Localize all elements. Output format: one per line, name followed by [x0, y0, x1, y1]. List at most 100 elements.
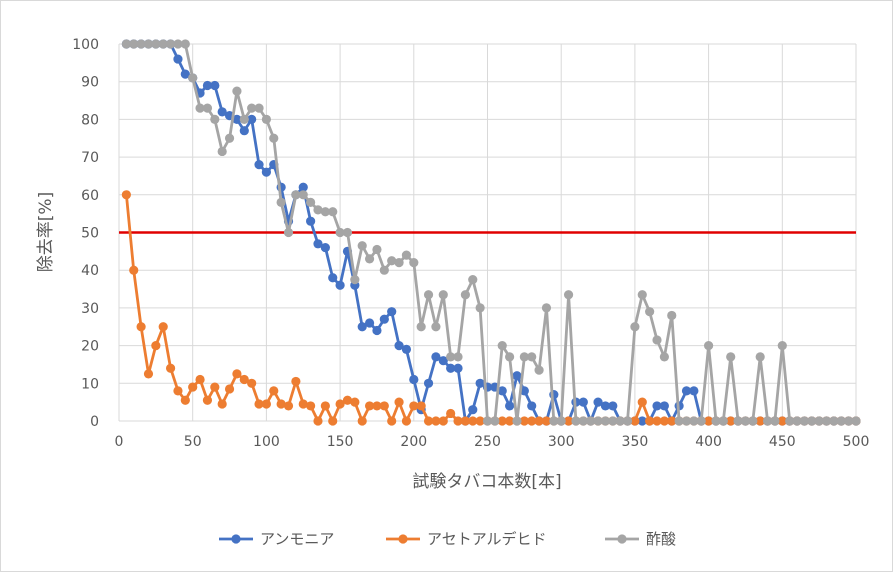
legend-label: 酢酸 — [646, 530, 676, 548]
data-point — [431, 322, 441, 332]
data-point — [239, 114, 249, 124]
data-point — [254, 399, 264, 409]
data-point — [836, 416, 846, 426]
series-group — [121, 39, 861, 426]
data-point — [519, 416, 529, 426]
legend-item: 酢酸 — [605, 530, 676, 548]
data-point — [364, 318, 375, 328]
data-point — [202, 395, 213, 405]
data-point — [468, 275, 478, 285]
data-point — [342, 227, 353, 238]
data-point — [770, 416, 780, 426]
data-point — [748, 416, 758, 426]
data-point — [829, 416, 839, 426]
x-axis-title: 試験タバコ本数[本] — [412, 472, 561, 492]
data-point — [298, 399, 308, 409]
data-point — [379, 265, 389, 275]
data-point — [328, 416, 338, 426]
data-point — [210, 382, 220, 392]
data-point — [740, 416, 751, 426]
data-point — [143, 369, 154, 379]
data-point — [136, 39, 146, 49]
y-tick-label: 20 — [81, 339, 99, 355]
data-point — [136, 322, 146, 332]
data-point — [755, 416, 765, 426]
x-tick-label: 50 — [184, 434, 202, 450]
data-point — [645, 416, 655, 426]
data-point — [667, 416, 677, 426]
data-point — [401, 250, 412, 260]
y-tick-label: 80 — [81, 112, 99, 128]
data-point — [563, 416, 574, 426]
data-point — [799, 416, 810, 426]
data-point — [534, 416, 544, 426]
legend-label: アンモニア — [260, 530, 334, 548]
data-point — [674, 416, 684, 426]
data-point — [446, 363, 456, 373]
data-point — [490, 416, 500, 426]
data-point — [276, 399, 286, 409]
data-point — [777, 416, 787, 426]
data-point — [468, 416, 478, 426]
data-point — [158, 39, 168, 49]
data-point — [453, 416, 463, 426]
data-point — [394, 397, 404, 407]
data-point — [659, 416, 669, 426]
x-tick-label: 400 — [695, 434, 722, 450]
data-point — [254, 103, 264, 113]
data-point — [261, 399, 271, 409]
data-point — [792, 416, 802, 426]
data-point — [512, 416, 522, 426]
data-point — [364, 401, 375, 411]
data-point — [254, 160, 264, 170]
data-point — [313, 416, 323, 426]
y-tick-label: 90 — [81, 75, 99, 91]
data-point — [438, 416, 448, 426]
data-point — [785, 416, 795, 426]
y-tick-label: 100 — [72, 37, 99, 53]
data-point — [210, 80, 220, 91]
data-point — [497, 341, 507, 351]
legend-item: アセトアルデヒド — [386, 530, 547, 548]
data-point — [556, 416, 566, 426]
data-point — [188, 73, 198, 83]
data-point — [202, 103, 213, 113]
data-point — [423, 290, 434, 300]
data-point — [202, 80, 213, 91]
data-point — [652, 401, 662, 411]
data-point — [519, 352, 529, 362]
data-point — [232, 369, 242, 379]
legend: アンモニア アセトアルデヒド 酢酸 — [219, 530, 676, 548]
x-tick-label: 450 — [769, 434, 796, 450]
data-point — [188, 382, 198, 392]
data-point — [505, 352, 515, 362]
data-point — [283, 401, 294, 411]
data-point — [637, 290, 647, 300]
data-point — [630, 416, 640, 426]
data-point — [232, 86, 242, 96]
data-point — [659, 352, 669, 362]
data-point — [689, 416, 699, 426]
data-point — [165, 39, 176, 49]
data-point — [807, 416, 817, 426]
data-point — [372, 401, 382, 411]
y-tick-label: 30 — [81, 301, 99, 317]
data-point — [726, 352, 736, 362]
data-point — [180, 39, 190, 49]
data-point — [320, 401, 330, 411]
legend-swatch-marker — [398, 534, 408, 544]
data-point — [298, 182, 308, 192]
legend-label: アセトアルデヒド — [427, 530, 547, 548]
data-point — [600, 401, 611, 411]
data-point — [328, 273, 338, 283]
legend-swatch-marker — [231, 534, 241, 544]
data-point — [563, 290, 574, 300]
data-point — [224, 133, 235, 143]
data-point — [224, 384, 235, 394]
data-point — [328, 207, 338, 217]
data-point — [615, 416, 625, 426]
y-tick-label: 0 — [90, 414, 99, 430]
data-point — [158, 322, 168, 332]
